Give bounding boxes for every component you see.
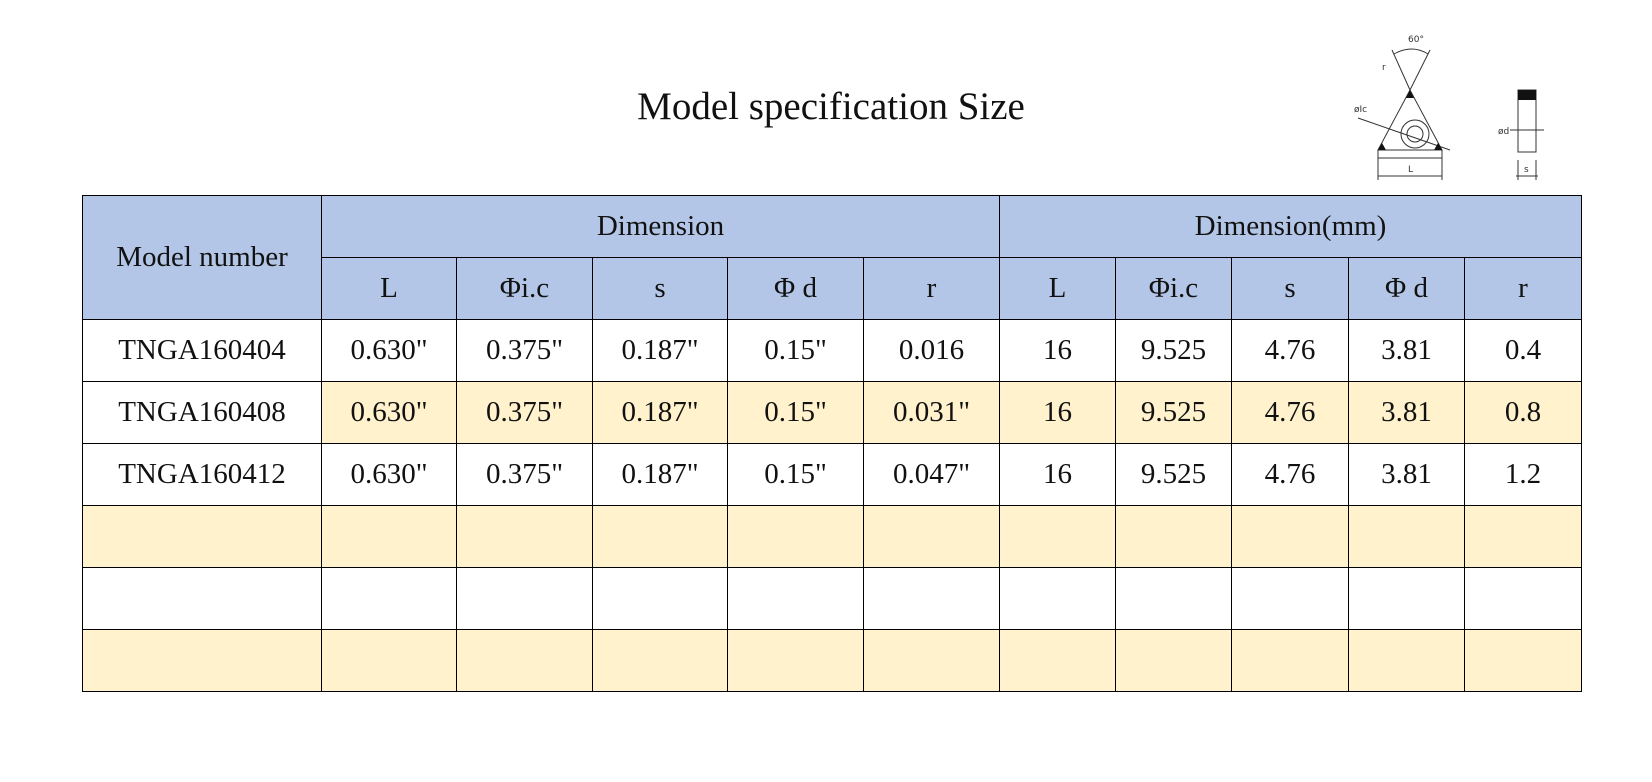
table-cell: 4.76 [1231, 381, 1349, 444]
empty-cell [1115, 505, 1232, 568]
table-cell: 0.630" [321, 443, 457, 506]
header-cell: L [999, 257, 1116, 320]
empty-cell [1464, 629, 1582, 692]
table-cell: TNGA160408 [82, 381, 322, 444]
empty-cell [456, 629, 593, 692]
empty-cell [592, 567, 728, 630]
diagram-label: øIc [1354, 105, 1367, 115]
header-cell: L [321, 257, 457, 320]
empty-cell [863, 505, 1000, 568]
header-row: Model number Dimension Dimension(mm) [82, 195, 1582, 320]
empty-cell [999, 629, 1116, 692]
empty-cell [999, 505, 1116, 568]
header-cell: r [863, 257, 1000, 320]
table-cell: 0.630" [321, 319, 457, 382]
table-cell: 16 [999, 381, 1116, 444]
table-cell: 0.031" [863, 381, 1000, 444]
header-cell: Φ d [727, 257, 864, 320]
table-cell: 1.2 [1464, 443, 1582, 506]
table-row: TNGA160408 0.630" 0.375" 0.187" 0.15" 0.031" 1… [82, 381, 1582, 444]
empty-row [82, 505, 1582, 568]
header-cell: s [1231, 257, 1349, 320]
table-cell: 3.81 [1348, 443, 1465, 506]
table-cell: 9.525 [1115, 319, 1232, 382]
empty-cell [727, 505, 864, 568]
empty-cell [456, 567, 593, 630]
header-cell: Φ d [1348, 257, 1465, 320]
table-cell: 3.81 [1348, 381, 1465, 444]
table-cell: 0.187" [592, 443, 728, 506]
empty-cell [1348, 567, 1465, 630]
header-cell: r [1464, 257, 1582, 320]
table-row: TNGA160404 0.630" 0.375" 0.187" 0.15" 0.016 16… [82, 319, 1582, 382]
empty-cell [727, 567, 864, 630]
table-cell: 0.375" [456, 381, 593, 444]
empty-cell [1348, 629, 1465, 692]
header-cell: Dimension [321, 195, 1000, 258]
diagram-label: r [1382, 63, 1386, 73]
empty-cell [1115, 629, 1232, 692]
empty-cell [321, 505, 457, 568]
table-cell: 0.187" [592, 319, 728, 382]
empty-cell [863, 567, 1000, 630]
table-cell: 0.15" [727, 381, 864, 444]
diagram-label: 60° [1408, 35, 1424, 45]
title: Model specification Size [637, 85, 1025, 128]
empty-cell [727, 629, 864, 692]
header-cell: Dimension(mm) [999, 195, 1582, 258]
table-cell: 9.525 [1115, 381, 1232, 444]
table-cell: 16 [999, 319, 1116, 382]
header-cell: Model number [82, 195, 322, 320]
empty-cell [1231, 567, 1349, 630]
header-cell: Φi.c [456, 257, 593, 320]
header-cell: s [592, 257, 728, 320]
empty-cell [82, 505, 322, 568]
empty-cell [82, 567, 322, 630]
empty-cell [999, 567, 1116, 630]
table-cell: 0.630" [321, 381, 457, 444]
table-cell: 0.15" [727, 443, 864, 506]
table-cell: 0.187" [592, 381, 728, 444]
table-cell: 4.76 [1231, 443, 1349, 506]
table-cell: 16 [999, 443, 1116, 506]
table-cell: 9.525 [1115, 443, 1232, 506]
header-cell: Φi.c [1115, 257, 1232, 320]
table-row: TNGA160412 0.630" 0.375" 0.187" 0.15" 0.047" 1… [82, 443, 1582, 506]
table-cell: 0.016 [863, 319, 1000, 382]
empty-cell [863, 629, 1000, 692]
table-cell: 0.15" [727, 319, 864, 382]
insert-diagram: 60° r øIc L ød s [1354, 35, 1544, 180]
spec-table: Model number Dimension Dimension(mm) L Φi… [82, 195, 1582, 692]
table-cell: TNGA160412 [82, 443, 322, 506]
table-cell: 0.047" [863, 443, 1000, 506]
empty-cell [1348, 505, 1465, 568]
empty-cell [82, 629, 322, 692]
empty-cell [1464, 567, 1582, 630]
table-cell: TNGA160404 [82, 319, 322, 382]
table-cell: 3.81 [1348, 319, 1465, 382]
empty-cell [321, 629, 457, 692]
empty-row [82, 629, 1582, 692]
table-cell: 4.76 [1231, 319, 1349, 382]
table-cell: 0.375" [456, 319, 593, 382]
empty-cell [1115, 567, 1232, 630]
empty-cell [592, 505, 728, 568]
table-cell: 0.375" [456, 443, 593, 506]
diagram-label: ød [1498, 127, 1509, 137]
empty-cell [456, 505, 593, 568]
empty-row [82, 567, 1582, 630]
empty-cell [321, 567, 457, 630]
table-cell: 0.8 [1464, 381, 1582, 444]
empty-cell [592, 629, 728, 692]
empty-cell [1231, 505, 1349, 568]
diagram-label: s [1524, 165, 1529, 175]
empty-cell [1231, 629, 1349, 692]
diagram-label: L [1408, 165, 1413, 175]
table-cell: 0.4 [1464, 319, 1582, 382]
empty-cell [1464, 505, 1582, 568]
